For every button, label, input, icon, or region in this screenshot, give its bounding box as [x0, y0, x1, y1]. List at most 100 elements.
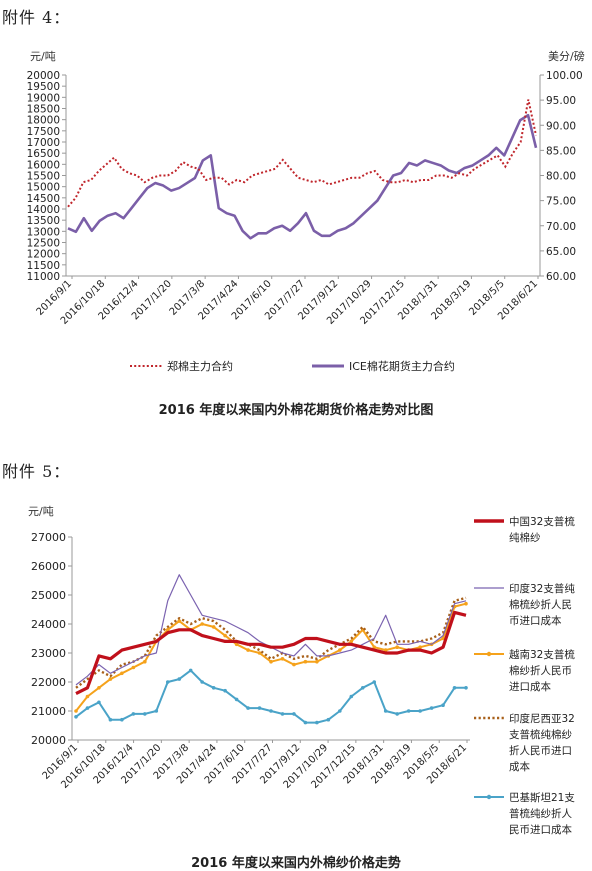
series-point-2	[395, 645, 399, 649]
legend-label-zheng: 郑棉主力合约	[167, 359, 233, 373]
series-point-4	[200, 680, 204, 684]
y-tick-label-left: 13000	[27, 226, 60, 238]
y-tick-label-left: 15000	[27, 182, 60, 194]
legend-label-2: 越南32支普梳棉纱折人民币进口成本	[509, 648, 575, 693]
legend-label-1: 印度32支普纯棉梳纱折人民币进口成本	[509, 582, 575, 627]
series-point-2	[85, 694, 90, 699]
series-point-4	[223, 688, 227, 693]
series-point-2	[303, 659, 308, 664]
left-axis-unit: 元/吨	[30, 50, 56, 63]
chart-yarn-prices: 元/吨 27000 26000 25000 24000 23000 22000 21000 20…	[28, 505, 575, 836]
series-point-4	[108, 717, 113, 722]
series-point-2	[177, 619, 182, 623]
y-tick-label-left: 19500	[27, 81, 60, 93]
series-point-4	[360, 686, 365, 690]
series-point-4	[74, 715, 78, 719]
y-tick-label-right: 75.00	[546, 196, 576, 208]
y-axis-unit: 元/吨	[28, 505, 54, 518]
series-point-4	[464, 686, 468, 690]
series-point-2	[383, 648, 388, 652]
y-tick-label-left: 13500	[27, 215, 60, 227]
y-tick-label: 22000	[31, 676, 66, 689]
y-tick-label-left: 12000	[27, 249, 60, 261]
series-point-2	[200, 622, 204, 626]
legend-label-0: 中国32支普梳纯棉纱	[509, 515, 575, 544]
series-point-4	[429, 706, 434, 710]
y-tick-label-left: 18000	[27, 115, 60, 127]
legend-marker-2	[486, 651, 492, 657]
series-point-2	[143, 659, 147, 664]
series-point-2	[338, 648, 342, 652]
series-point-4	[372, 680, 377, 684]
series-point-2	[234, 642, 239, 647]
series-point-4	[441, 703, 445, 707]
chart-2-title: 2016 年度以来国内外棉纱价格走势	[191, 856, 401, 871]
y-tick-label-left: 20000	[27, 70, 60, 82]
attachment-4-heading: 附件 4：	[2, 8, 71, 27]
y-tick-label-left: 15500	[27, 171, 60, 183]
chart-cotton-futures: 元/吨 美分/磅 200001950019000185001800017500170…	[27, 49, 585, 373]
chart-1-title: 2016 年度以来国内外棉花期货价格走势对比图	[158, 403, 434, 418]
y-tick-label-right: 70.00	[546, 221, 576, 233]
series-line-ice	[67, 113, 538, 240]
y-tick-label-left: 18500	[27, 104, 60, 116]
series-point-4	[257, 706, 262, 710]
right-axis-unit: 美分/磅	[548, 49, 585, 63]
series-point-2	[280, 657, 285, 661]
y-tick-label: 24000	[31, 618, 66, 631]
series-point-2	[315, 659, 319, 664]
series-point-2	[74, 709, 78, 713]
series-point-4	[269, 709, 273, 713]
series-point-4	[395, 712, 399, 716]
series-line-zheng	[67, 99, 537, 208]
y-tick-label-left: 16000	[27, 159, 60, 171]
y-tick-label-right: 85.00	[546, 145, 576, 157]
series-point-4	[406, 709, 411, 713]
series-point-2	[292, 662, 296, 667]
series-point-4	[165, 680, 170, 684]
y-tick-label-right: 90.00	[546, 120, 576, 132]
series-line-3	[75, 596, 467, 689]
y-tick-label-left: 17500	[27, 126, 60, 138]
series-point-4	[315, 720, 319, 725]
y-tick-label-right: 100.00	[546, 70, 583, 82]
series-point-4	[349, 694, 354, 699]
attachment-5-heading: 附件 5：	[2, 462, 71, 481]
y-tick-label-left: 14500	[27, 193, 60, 205]
y-tick-label: 26000	[31, 560, 66, 573]
series-point-2	[257, 651, 262, 655]
series-point-4	[177, 677, 182, 681]
series-point-2	[464, 601, 468, 606]
y-tick-label-right: 95.00	[546, 95, 576, 107]
series-point-4	[234, 697, 239, 702]
series-point-4	[452, 686, 457, 690]
legend-label-ice: ICE棉花期货主力合约	[349, 359, 455, 373]
y-tick-label-left: 11500	[27, 260, 60, 272]
series-point-4	[246, 706, 250, 710]
series-point-4	[154, 709, 159, 713]
series-point-2	[372, 645, 377, 649]
series-point-2	[97, 686, 101, 690]
series-point-2	[418, 645, 422, 649]
y-tick-label: 21000	[31, 705, 66, 718]
legend-marker-4	[486, 794, 492, 800]
series-point-2	[349, 639, 354, 644]
series-point-4	[120, 717, 124, 722]
series-point-2	[246, 648, 250, 652]
series-point-4	[131, 712, 136, 716]
series-point-4	[326, 717, 331, 722]
y-tick-label: 20000	[31, 734, 66, 747]
series-point-2	[131, 665, 136, 670]
y-tick-label: 25000	[31, 589, 66, 602]
y-tick-label: 23000	[31, 647, 66, 660]
y-tick-label-left: 19000	[27, 92, 60, 104]
y-tick-label-right: 60.00	[546, 271, 576, 283]
y-tick-label-right: 80.00	[546, 171, 576, 183]
y-tick-label: 27000	[31, 531, 66, 544]
y-tick-label-left: 14000	[27, 204, 60, 216]
series-point-4	[418, 709, 422, 713]
y-tick-label-left: 12500	[27, 238, 60, 250]
series-point-2	[165, 628, 170, 632]
y-tick-label-left: 17000	[27, 137, 60, 149]
y-tick-label-left: 16500	[27, 148, 60, 160]
